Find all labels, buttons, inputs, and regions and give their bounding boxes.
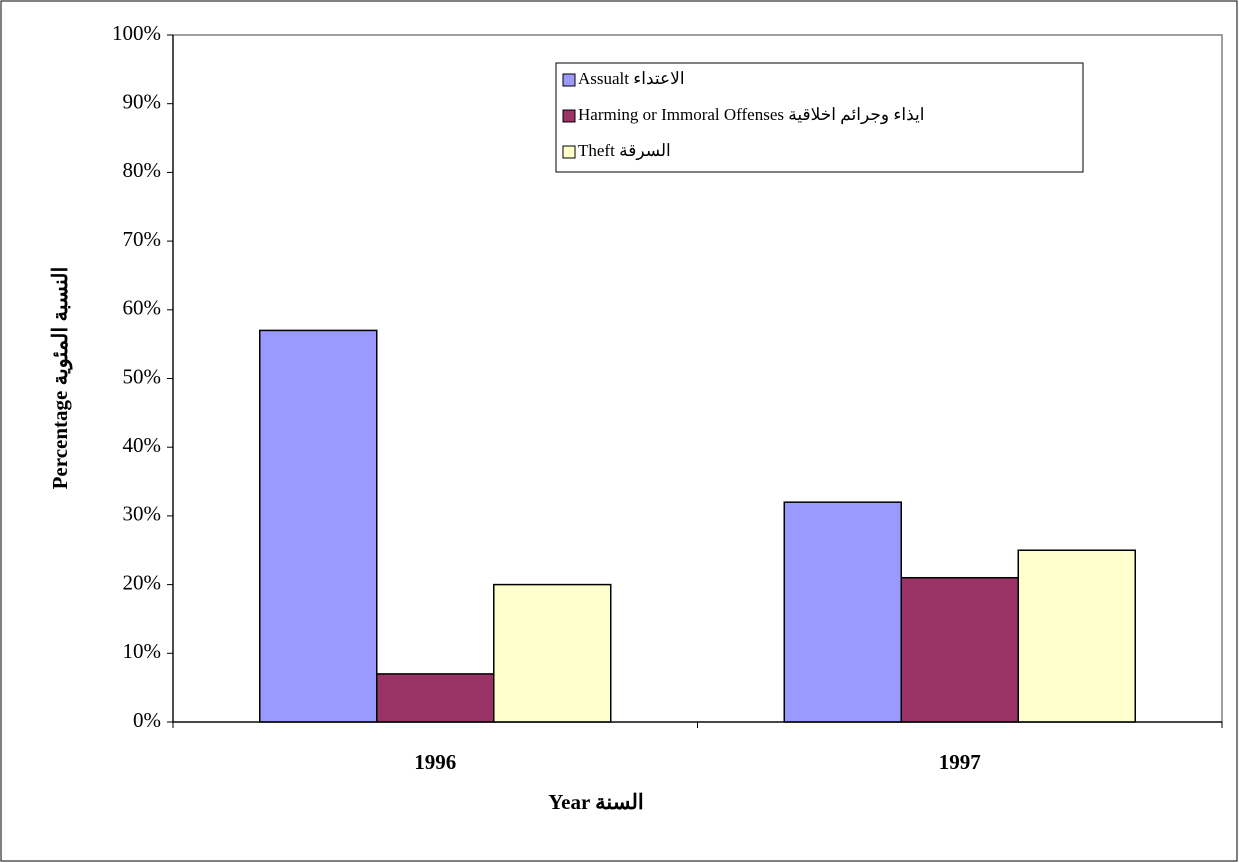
y-tick-label: 10% xyxy=(123,639,162,663)
y-tick-label: 20% xyxy=(123,570,162,594)
x-tick-label: 1997 xyxy=(939,750,981,774)
x-tick-label: 1996 xyxy=(414,750,456,774)
bar xyxy=(1017,549,1136,723)
bar xyxy=(900,576,1019,723)
y-tick-label: 40% xyxy=(123,433,162,457)
y-tick-label: 0% xyxy=(133,708,161,732)
bar xyxy=(259,329,378,723)
legend-swatch xyxy=(562,145,576,159)
legend-label: Harming or Immoral Offenses ايذاء وجرائم… xyxy=(578,105,924,125)
legend-swatch xyxy=(562,73,576,87)
y-tick-label: 100% xyxy=(112,21,161,45)
y-axis-label: Percentage النسبة المئوية xyxy=(48,267,73,490)
legend-box xyxy=(555,62,1084,173)
y-tick-label: 70% xyxy=(123,227,162,251)
x-axis-label: Year السنة xyxy=(548,790,643,814)
bar xyxy=(493,583,612,723)
bar xyxy=(783,501,902,723)
y-tick-label: 90% xyxy=(123,90,162,114)
y-tick-label: 30% xyxy=(123,502,162,526)
y-tick-label: 50% xyxy=(123,364,162,388)
y-tick-label: 80% xyxy=(123,158,162,182)
legend-swatch xyxy=(562,109,576,123)
bar xyxy=(376,673,495,723)
legend-label: Theft السرقة xyxy=(578,141,671,161)
legend-label: Assualt الاعتداء xyxy=(578,69,685,88)
y-tick-label: 60% xyxy=(123,296,162,320)
legend: Assualt الاعتداء Harming or Immoral Offen… xyxy=(555,62,1084,173)
